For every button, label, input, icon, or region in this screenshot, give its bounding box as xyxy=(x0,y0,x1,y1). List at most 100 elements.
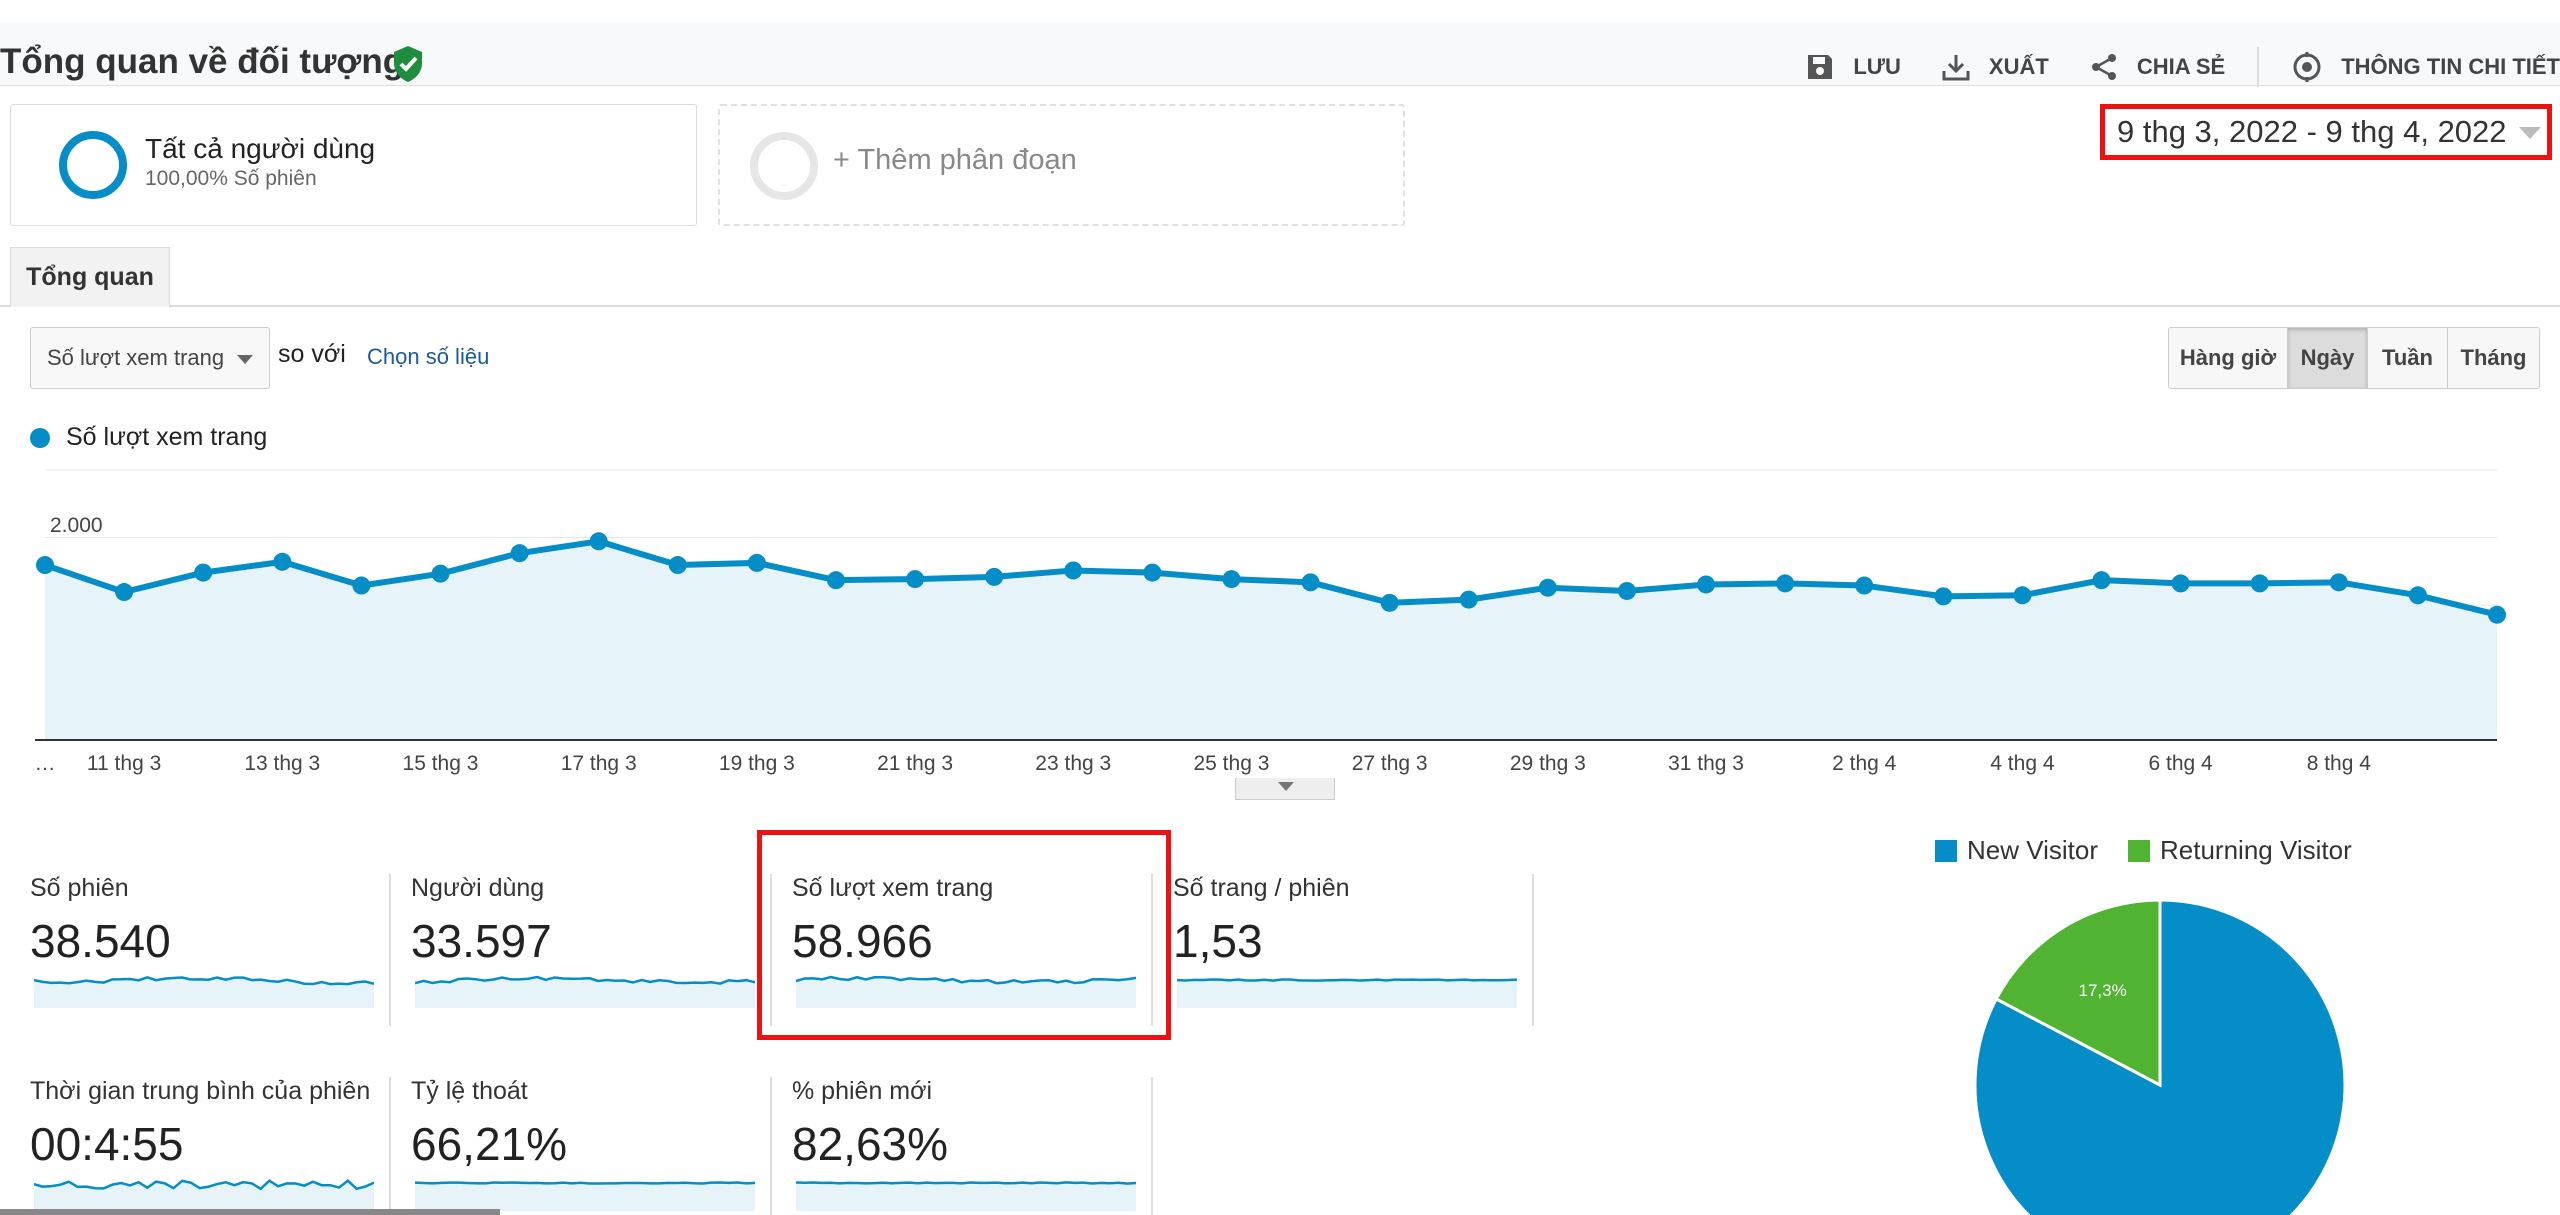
granularity-hourly[interactable]: Hàng giờ xyxy=(2169,328,2287,388)
data-point xyxy=(2250,574,2269,593)
sparkline-area xyxy=(415,976,755,1008)
sparkline xyxy=(1177,978,1517,1008)
data-point xyxy=(668,556,687,575)
chart-collapse-handle[interactable] xyxy=(1235,778,1335,800)
segment-name: Tất cả người dùng xyxy=(145,133,376,164)
metric-tile-users[interactable]: Người dùng 33.597 xyxy=(411,874,779,1034)
data-point xyxy=(1380,593,1399,612)
metric-tile-new-sessions[interactable]: % phiên mới 82,63% xyxy=(792,1077,1160,1215)
data-point xyxy=(115,583,134,602)
date-range-picker[interactable]: 9 thg 3, 2022 - 9 thg 4, 2022 xyxy=(2100,104,2552,160)
sparkline-area xyxy=(796,977,1136,1008)
sparkline-area xyxy=(415,1182,755,1211)
save-button[interactable]: LƯU xyxy=(1805,52,1901,82)
share-button[interactable]: CHIA SẺ xyxy=(2089,52,2225,82)
series-area xyxy=(45,541,2497,740)
metric-label: Số phiên xyxy=(30,874,129,902)
sparkline-line xyxy=(796,1181,1136,1185)
tile-divider xyxy=(1532,874,1534,1026)
metric-tile-sessions[interactable]: Số phiên 38.540 xyxy=(30,874,398,1034)
granularity-month[interactable]: Tháng xyxy=(2447,328,2539,388)
sparkline xyxy=(34,1179,374,1211)
share-icon xyxy=(2091,54,2116,80)
data-point xyxy=(510,544,529,563)
x-tick-label: 2 thg 4 xyxy=(1832,752,1897,775)
metric-tile-bounce-rate[interactable]: Tỷ lệ thoát 66,21% xyxy=(411,1077,779,1215)
x-tick-label: 27 thg 3 xyxy=(1352,752,1428,775)
legend-item-new-visitor[interactable]: New Visitor xyxy=(1935,835,2098,866)
empty-segment-ring-icon xyxy=(750,132,818,200)
x-tick-label: … xyxy=(35,752,56,775)
metric-tile-pageviews[interactable]: Số lượt xem trang 58.966 xyxy=(792,874,1160,1034)
horizontal-scrollbar[interactable] xyxy=(0,1209,500,1215)
legend-label: New Visitor xyxy=(1967,835,2099,865)
toolbar-divider xyxy=(2257,47,2260,87)
segment-share: 100,00% Số phiên xyxy=(145,167,317,190)
sparkline-line xyxy=(415,1181,755,1185)
sparkline-area xyxy=(1177,979,1517,1008)
chevron-down-icon xyxy=(237,355,253,364)
legend-swatch xyxy=(2128,839,2151,862)
legend-series-name: Số lượt xem trang xyxy=(66,423,268,451)
insights-label: THÔNG TIN CHI TIẾT xyxy=(2341,54,2560,79)
export-button[interactable]: XUẤT xyxy=(1941,52,2049,82)
metric-label: Người dùng xyxy=(411,874,545,902)
verified-shield-icon xyxy=(394,46,422,82)
add-segment-button[interactable]: + Thêm phân đoạn xyxy=(718,104,1405,226)
x-tick-label: 15 thg 3 xyxy=(403,752,479,775)
sparkline xyxy=(796,1181,1136,1211)
data-point xyxy=(273,552,292,571)
choose-metric-link[interactable]: Chọn số liệu xyxy=(367,344,490,369)
metric-select[interactable]: Số lượt xem trang xyxy=(30,327,270,389)
metric-label: % phiên mới xyxy=(792,1077,933,1105)
legend-item-returning-visitor[interactable]: Returning Visitor xyxy=(2128,835,2352,866)
sparkline xyxy=(415,1181,755,1211)
sparkline-area xyxy=(34,977,374,1008)
pageviews-line-chart: 2.0001.000…11 thg 313 thg 315 thg 317 th… xyxy=(35,469,2506,775)
data-point xyxy=(36,556,54,575)
share-label: CHIA SẺ xyxy=(2136,54,2226,79)
data-point xyxy=(352,576,371,595)
tab-bar-divider xyxy=(0,305,2560,307)
segment-all-users[interactable]: Tất cả người dùng 100,00% Số phiên xyxy=(10,104,697,226)
data-point xyxy=(1538,578,1557,597)
data-point xyxy=(2488,605,2506,624)
sparkline-line xyxy=(796,975,1136,985)
data-point xyxy=(1064,561,1083,580)
insights-button[interactable]: THÔNG TIN CHI TIẾT xyxy=(2291,51,2560,83)
legend-label: Returning Visitor xyxy=(2160,835,2352,865)
data-point xyxy=(1697,575,1716,594)
data-point xyxy=(1617,581,1636,600)
metric-value: 66,21% xyxy=(411,1118,568,1170)
tile-divider xyxy=(389,1077,391,1215)
x-tick-label: 19 thg 3 xyxy=(719,752,795,775)
pie-legend: New Visitor Returning Visitor xyxy=(1935,835,2382,866)
data-point xyxy=(2408,586,2427,605)
metric-select-value: Số lượt xem trang xyxy=(47,345,225,370)
metric-tile-avg-session-duration[interactable]: Thời gian trung bình của phiên 00:4:55 xyxy=(30,1077,398,1215)
x-tick-label: 6 thg 4 xyxy=(2148,752,2213,775)
tile-divider xyxy=(389,874,391,1026)
metric-value: 00:4:55 xyxy=(30,1118,184,1170)
pie-slice xyxy=(1994,898,2162,1088)
x-tick-label: 25 thg 3 xyxy=(1193,752,1269,775)
granularity-day[interactable]: Ngày xyxy=(2287,328,2367,388)
sparkline-line xyxy=(34,1179,374,1191)
metric-tile-pages-per-session[interactable]: Số trang / phiên 1,53 xyxy=(1173,874,1541,1034)
legend-dot xyxy=(30,427,50,448)
segment-ring-icon xyxy=(59,131,127,199)
granularity-week[interactable]: Tuần xyxy=(2367,328,2447,388)
data-point xyxy=(1855,576,1874,595)
data-point xyxy=(2329,573,2348,592)
y-tick-label: 2.000 xyxy=(50,514,103,537)
x-tick-label: 13 thg 3 xyxy=(244,752,320,775)
data-point xyxy=(2092,571,2111,590)
tile-divider xyxy=(1151,874,1153,1026)
data-point xyxy=(747,553,766,572)
tab-overview[interactable]: Tổng quan xyxy=(10,247,170,307)
data-point xyxy=(985,567,1004,586)
tile-divider xyxy=(1151,1077,1153,1215)
tile-divider xyxy=(770,1077,772,1215)
sparkline xyxy=(34,976,374,1008)
metric-value: 1,53 xyxy=(1173,915,1263,967)
